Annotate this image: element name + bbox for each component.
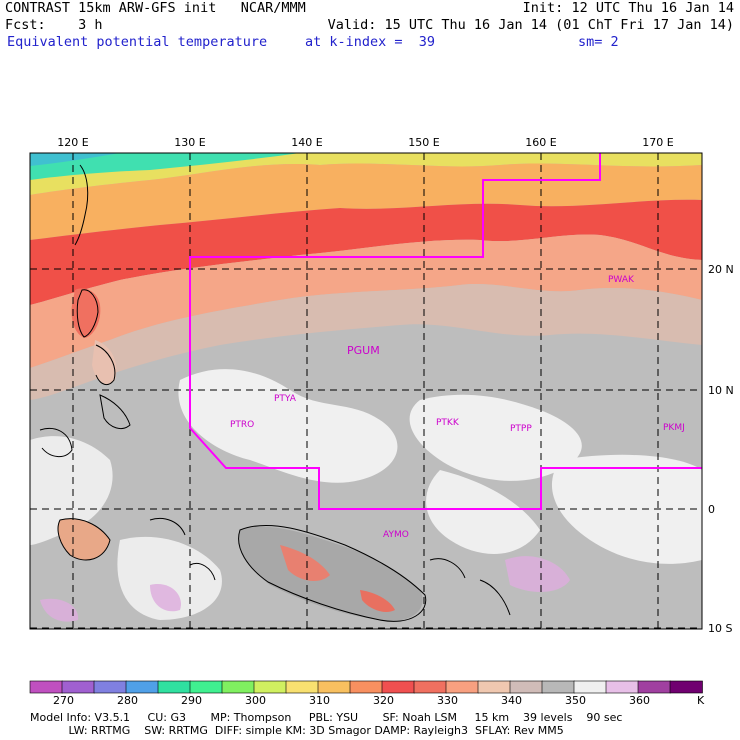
colorbar-label-340: 340: [501, 694, 522, 707]
colorbar-swatch: [573, 680, 607, 694]
colorbar-swatch: [285, 680, 319, 694]
colorbar-label-330: 330: [437, 694, 458, 707]
model-info-line-1: Model Info: V3.5.1 CU: G3 MP: Thompson P…: [30, 711, 623, 724]
lon-label-160e: 160 E: [525, 136, 556, 149]
colorbar-swatch: [381, 680, 415, 694]
station-pgum: PGUM: [347, 344, 380, 357]
header-init-time: Init: 12 UTC Thu 16 Jan 14: [522, 0, 734, 16]
lat-label-10n: 10 N: [708, 384, 734, 397]
header-title: CONTRAST 15km ARW-GFS init NCAR/MMM: [5, 0, 306, 16]
colorbar-swatch: [125, 680, 159, 694]
colorbar-label-290: 290: [181, 694, 202, 707]
lon-label-130e: 130 E: [174, 136, 205, 149]
station-ptkk: PTKK: [436, 418, 460, 428]
colorbar-swatch: [445, 680, 479, 694]
lat-label-20n: 20 N: [708, 263, 734, 276]
coastlines: [39, 164, 511, 622]
lon-label-170e: 170 E: [642, 136, 673, 149]
colorbar-label-310: 310: [309, 694, 330, 707]
colorbar-swatch: [669, 680, 703, 694]
colorbar-swatch: [93, 680, 127, 694]
colorbar-swatch: [509, 680, 543, 694]
station-pkmj: PKMJ: [663, 423, 685, 433]
colorbar-swatch: [317, 680, 351, 694]
colorbar-label-350: 350: [565, 694, 586, 707]
colorbar-swatch: [221, 680, 255, 694]
colorbar-swatch: [413, 680, 447, 694]
colorbar-label-270: 270: [53, 694, 74, 707]
colorbar-swatch: [541, 680, 575, 694]
map-frame: [29, 152, 703, 630]
area-boundary: [189, 153, 702, 510]
colorbar-swatch: [157, 680, 191, 694]
colorbar-swatch: [637, 680, 671, 694]
colorbar-swatch: [605, 680, 639, 694]
colorbar-swatch: [189, 680, 223, 694]
station-aymo: AYMO: [383, 530, 409, 540]
colorbar-swatch: [477, 680, 511, 694]
station-pwak: PWAK: [608, 275, 635, 285]
model-info-line-2: LW: RRTMG SW: RRTMG DIFF: simple KM: 3D …: [30, 724, 564, 737]
colorbar-swatch: [253, 680, 287, 694]
colorbar-swatch: [29, 680, 63, 694]
smoothing-label: sm= 2: [578, 34, 619, 50]
lon-label-140e: 140 E: [291, 136, 322, 149]
field-name: Equivalent potential temperature: [7, 34, 268, 50]
station-ptpp: PTPP: [510, 424, 532, 434]
colorbar-label-360: 360: [629, 694, 650, 707]
k-index-label: at k-index = 39: [305, 34, 436, 50]
colorbar-label-280: 280: [117, 694, 138, 707]
station-ptya: PTYA: [274, 394, 297, 404]
colorbar-swatch: [349, 680, 383, 694]
lon-label-120e: 120 E: [57, 136, 88, 149]
colorbar-label-300: 300: [245, 694, 266, 707]
lat-label-0: 0: [708, 503, 715, 516]
colorbar-unit: K: [697, 694, 705, 707]
header-valid-time: Valid: 15 UTC Thu 16 Jan 14 (01 ChT Fri …: [327, 17, 734, 33]
colorbar: [29, 680, 703, 694]
colorbar-label-320: 320: [373, 694, 394, 707]
lat-lon-grid: [30, 153, 702, 629]
lon-label-150e: 150 E: [408, 136, 439, 149]
header-forecast-hour: Fcst: 3 h: [5, 17, 103, 33]
station-ptro: PTRO: [230, 420, 254, 430]
theta-e-field: [30, 153, 702, 629]
lat-label-10s: 10 S: [708, 622, 732, 635]
colorbar-swatch: [61, 680, 95, 694]
